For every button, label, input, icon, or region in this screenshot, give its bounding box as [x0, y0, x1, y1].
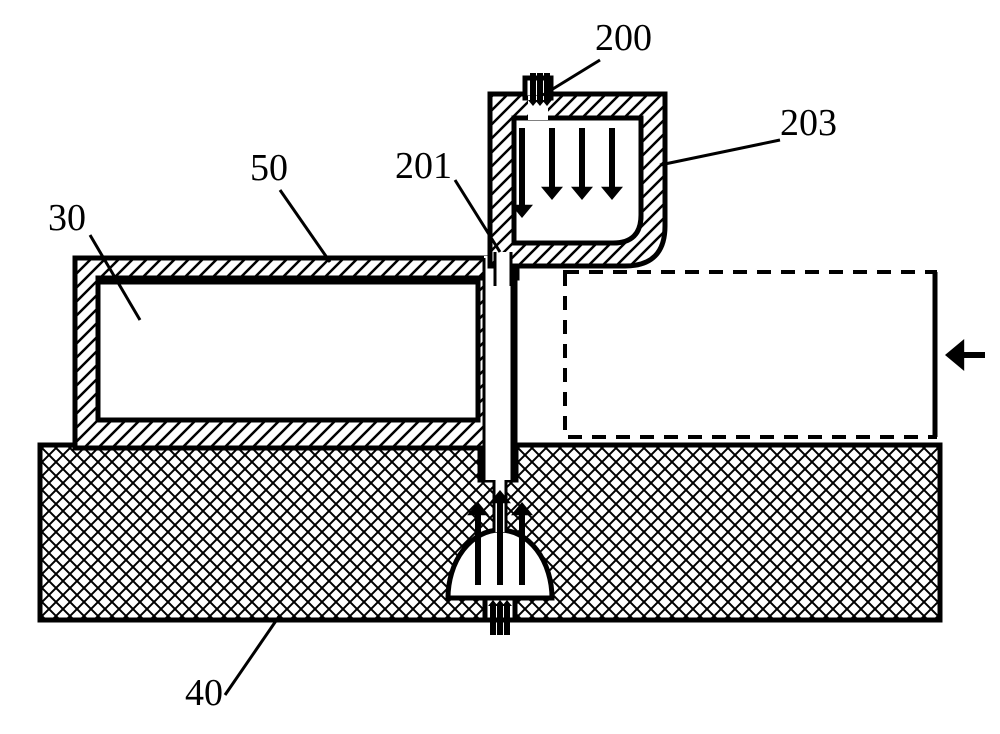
ghost-position: [565, 272, 935, 437]
callout-203: 203: [780, 102, 837, 144]
callout-40: 40: [185, 672, 223, 714]
callout-30: 30: [48, 197, 86, 239]
leader-l40: [225, 615, 280, 695]
leader-l203: [660, 140, 780, 165]
leader-l50: [280, 190, 330, 262]
callout-200: 200: [595, 17, 652, 59]
callout-50: 50: [250, 147, 288, 189]
diagram-canvas: 200 203 201 50 30 40: [0, 0, 1000, 734]
callout-201: 201: [395, 145, 452, 187]
